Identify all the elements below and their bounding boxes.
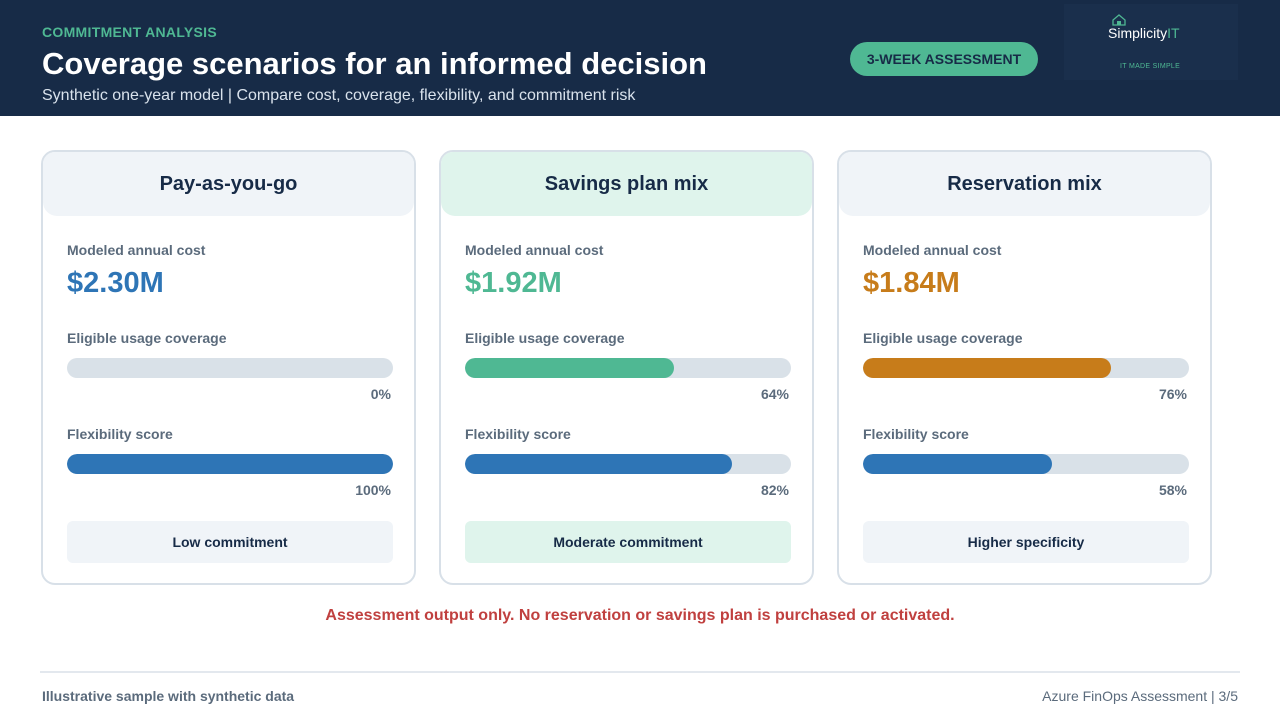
page-subtitle: Synthetic one-year model | Compare cost,… <box>42 87 636 104</box>
scenario-card-savings-plan-mix: Savings plan mix Modeled annual cost $1.… <box>439 150 814 585</box>
flexibility-percent: 82% <box>760 482 789 498</box>
flexibility-percent: 100% <box>355 482 391 498</box>
brand-name-accent: IT <box>1167 25 1180 41</box>
cost-label: Modeled annual cost <box>67 242 206 258</box>
cloud-house-icon <box>1112 14 1126 26</box>
footer-divider <box>40 671 1240 673</box>
scenario-title: Reservation mix <box>839 152 1210 216</box>
page-title: Coverage scenarios for an informed decis… <box>42 46 707 81</box>
flexibility-bar-fill <box>67 454 393 474</box>
assessment-badge: 3-WEEK ASSESSMENT <box>850 42 1038 76</box>
commitment-level-badge: Low commitment <box>67 521 393 563</box>
footer-page-info: Azure FinOps Assessment | 3/5 <box>1042 688 1238 704</box>
coverage-bar-fill <box>465 358 674 378</box>
annual-cost-value: $1.84M <box>863 267 960 299</box>
disclaimer-text: Assessment output only. No reservation o… <box>325 607 955 624</box>
brand-logo <box>1064 4 1238 80</box>
section-eyebrow: COMMITMENT ANALYSIS <box>42 24 217 40</box>
brand-tagline: IT MADE SIMPLE <box>1120 63 1181 70</box>
cost-label: Modeled annual cost <box>863 242 1002 258</box>
brand-name: SimplicityIT <box>1108 25 1180 41</box>
brand-name-main: Simplicity <box>1108 25 1168 41</box>
cost-label: Modeled annual cost <box>465 242 604 258</box>
flexibility-bar <box>863 454 1189 474</box>
coverage-bar <box>67 358 393 378</box>
scenario-title: Pay-as-you-go <box>43 152 414 216</box>
flexibility-label: Flexibility score <box>67 426 173 442</box>
scenario-title: Savings plan mix <box>441 152 812 216</box>
coverage-bar <box>465 358 791 378</box>
flexibility-bar <box>465 454 791 474</box>
flexibility-label: Flexibility score <box>863 426 969 442</box>
commitment-level-badge: Higher specificity <box>863 521 1189 563</box>
flexibility-bar <box>67 454 393 474</box>
footer-note: Illustrative sample with synthetic data <box>42 688 295 704</box>
coverage-label: Eligible usage coverage <box>863 330 1023 346</box>
commitment-level-badge: Moderate commitment <box>465 521 791 563</box>
annual-cost-value: $1.92M <box>465 267 562 299</box>
coverage-percent: 64% <box>760 386 789 402</box>
scenario-card-reservation-mix: Reservation mix Modeled annual cost $1.8… <box>837 150 1212 585</box>
annual-cost-value: $2.30M <box>67 267 164 299</box>
flexibility-bar-fill <box>863 454 1053 474</box>
coverage-bar-fill <box>863 358 1111 378</box>
coverage-percent: 76% <box>1158 386 1187 402</box>
coverage-percent: 0% <box>370 386 391 402</box>
flexibility-bar-fill <box>465 454 733 474</box>
coverage-label: Eligible usage coverage <box>67 330 227 346</box>
coverage-label: Eligible usage coverage <box>465 330 625 346</box>
flexibility-percent: 58% <box>1158 482 1187 498</box>
coverage-bar <box>863 358 1189 378</box>
scenario-card-pay-as-you-go: Pay-as-you-go Modeled annual cost $2.30M… <box>41 150 416 585</box>
flexibility-label: Flexibility score <box>465 426 571 442</box>
header-band: COMMITMENT ANALYSIS Coverage scenarios f… <box>0 0 1280 116</box>
